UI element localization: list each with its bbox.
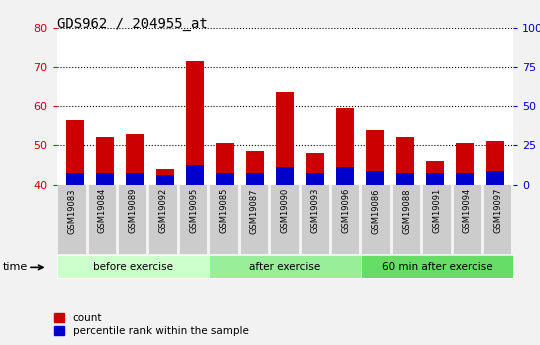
Bar bbox=[306, 153, 324, 185]
Text: GSM19086: GSM19086 bbox=[372, 188, 381, 234]
Bar bbox=[216, 173, 234, 185]
Bar bbox=[156, 175, 174, 185]
Bar bbox=[186, 165, 204, 185]
Bar bbox=[486, 141, 504, 185]
Bar bbox=[366, 171, 384, 185]
Bar bbox=[336, 167, 354, 185]
Text: GSM19088: GSM19088 bbox=[402, 188, 411, 234]
Text: GSM19095: GSM19095 bbox=[189, 188, 198, 233]
Text: GSM19084: GSM19084 bbox=[98, 188, 107, 234]
Bar bbox=[126, 173, 144, 185]
Text: GDS962 / 204955_at: GDS962 / 204955_at bbox=[57, 17, 207, 31]
Bar bbox=[66, 120, 84, 185]
Text: GSM19083: GSM19083 bbox=[68, 188, 77, 234]
Bar bbox=[216, 144, 234, 185]
Text: GSM19090: GSM19090 bbox=[280, 188, 289, 233]
Bar bbox=[246, 151, 264, 185]
Bar bbox=[276, 92, 294, 185]
Text: GSM19093: GSM19093 bbox=[311, 188, 320, 234]
Text: GSM19089: GSM19089 bbox=[129, 188, 137, 234]
Bar bbox=[276, 167, 294, 185]
Bar bbox=[156, 169, 174, 185]
Text: after exercise: after exercise bbox=[249, 262, 320, 272]
Text: GSM19096: GSM19096 bbox=[341, 188, 350, 234]
Bar bbox=[426, 173, 444, 185]
Text: before exercise: before exercise bbox=[93, 262, 173, 272]
Text: GSM19094: GSM19094 bbox=[463, 188, 472, 233]
Text: time: time bbox=[3, 263, 28, 272]
Bar bbox=[246, 173, 264, 185]
Text: GSM19085: GSM19085 bbox=[219, 188, 228, 234]
Bar bbox=[366, 130, 384, 185]
Bar bbox=[336, 108, 354, 185]
Text: GSM19091: GSM19091 bbox=[433, 188, 441, 233]
Bar bbox=[96, 137, 114, 185]
Bar bbox=[456, 173, 474, 185]
Legend: count, percentile rank within the sample: count, percentile rank within the sample bbox=[54, 313, 248, 336]
Text: 60 min after exercise: 60 min after exercise bbox=[382, 262, 492, 272]
Text: GSM19092: GSM19092 bbox=[159, 188, 168, 233]
Bar bbox=[186, 61, 204, 185]
Bar bbox=[126, 134, 144, 185]
Text: GSM19087: GSM19087 bbox=[250, 188, 259, 234]
Bar bbox=[426, 161, 444, 185]
Bar bbox=[486, 171, 504, 185]
Bar bbox=[396, 173, 414, 185]
Bar bbox=[96, 173, 114, 185]
Bar bbox=[66, 173, 84, 185]
Text: GSM19097: GSM19097 bbox=[494, 188, 502, 234]
Bar bbox=[396, 137, 414, 185]
Bar bbox=[456, 144, 474, 185]
Bar bbox=[306, 173, 324, 185]
